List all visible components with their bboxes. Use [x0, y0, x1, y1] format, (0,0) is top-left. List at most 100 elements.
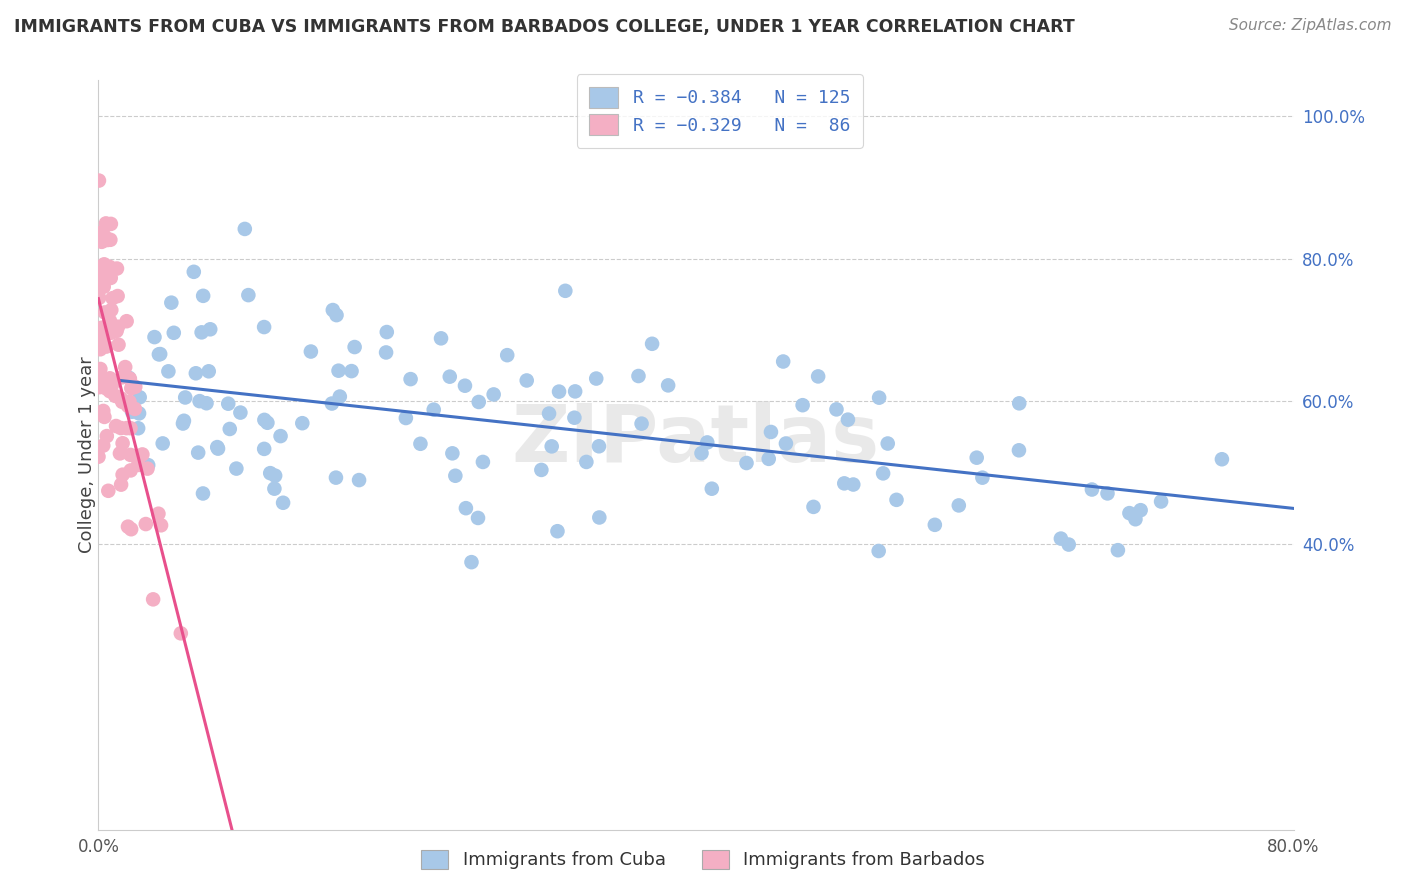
- Point: [291, 416, 314, 430]
- Point: [538, 407, 561, 421]
- Point: [98, 384, 121, 399]
- Point: [1125, 512, 1147, 526]
- Point: [120, 522, 142, 536]
- Point: [564, 384, 586, 399]
- Point: [329, 390, 352, 404]
- Point: [91, 404, 114, 418]
- Point: [546, 524, 568, 539]
- Point: [87, 450, 110, 464]
- Point: [395, 411, 418, 425]
- Point: [89, 380, 111, 394]
- Point: [107, 337, 129, 351]
- Point: [98, 233, 121, 247]
- Point: [233, 222, 256, 236]
- Point: [91, 269, 114, 284]
- Point: [1081, 483, 1104, 497]
- Point: [966, 450, 988, 465]
- Point: [118, 371, 141, 385]
- Point: [187, 445, 209, 459]
- Point: [98, 260, 121, 274]
- Point: [1057, 537, 1080, 551]
- Point: [270, 429, 292, 443]
- Point: [825, 402, 848, 417]
- Point: [868, 544, 890, 558]
- Point: [271, 496, 294, 510]
- Point: [173, 414, 195, 428]
- Point: [564, 410, 586, 425]
- Point: [163, 326, 186, 340]
- Point: [347, 473, 370, 487]
- Point: [482, 387, 505, 401]
- Point: [225, 461, 247, 475]
- Point: [97, 483, 120, 498]
- Point: [114, 360, 136, 375]
- Point: [94, 305, 117, 319]
- Point: [264, 468, 287, 483]
- Point: [117, 399, 139, 413]
- Point: [111, 467, 134, 482]
- Point: [399, 372, 422, 386]
- Point: [120, 463, 142, 477]
- Text: ZIPatlas: ZIPatlas: [512, 401, 880, 479]
- Point: [98, 371, 121, 385]
- Point: [238, 288, 260, 302]
- Point: [98, 321, 121, 335]
- Point: [700, 482, 723, 496]
- Point: [101, 291, 124, 305]
- Point: [96, 340, 118, 354]
- Point: [89, 291, 111, 305]
- Point: [96, 233, 118, 247]
- Point: [152, 436, 174, 450]
- Point: [100, 217, 122, 231]
- Point: [207, 440, 229, 454]
- Point: [321, 396, 343, 410]
- Point: [89, 324, 111, 338]
- Point: [107, 319, 129, 334]
- Point: [128, 390, 150, 404]
- Point: [807, 369, 830, 384]
- Point: [690, 446, 713, 460]
- Point: [135, 517, 157, 532]
- Point: [110, 421, 132, 435]
- Point: [468, 395, 491, 409]
- Point: [190, 326, 212, 340]
- Point: [1050, 532, 1073, 546]
- Point: [94, 216, 117, 230]
- Point: [441, 446, 464, 460]
- Point: [197, 364, 219, 378]
- Point: [588, 439, 610, 453]
- Point: [98, 317, 121, 331]
- Point: [188, 394, 211, 409]
- Point: [100, 303, 122, 318]
- Point: [454, 501, 477, 516]
- Point: [1150, 494, 1173, 508]
- Point: [325, 470, 347, 484]
- Point: [253, 442, 276, 456]
- Point: [627, 369, 650, 384]
- Point: [343, 340, 366, 354]
- Point: [191, 486, 214, 500]
- Point: [110, 392, 132, 406]
- Point: [322, 303, 344, 318]
- Point: [174, 391, 197, 405]
- Point: [170, 626, 193, 640]
- Point: [172, 417, 194, 431]
- Point: [148, 507, 170, 521]
- Point: [120, 448, 142, 462]
- Point: [496, 348, 519, 362]
- Point: [430, 331, 453, 345]
- Point: [471, 455, 494, 469]
- Point: [111, 436, 134, 450]
- Point: [89, 343, 111, 357]
- Point: [775, 436, 797, 450]
- Point: [832, 476, 855, 491]
- Point: [87, 173, 110, 187]
- Point: [759, 425, 782, 439]
- Point: [110, 477, 132, 491]
- Point: [120, 381, 142, 395]
- Point: [101, 377, 124, 392]
- Point: [948, 499, 970, 513]
- Point: [93, 409, 115, 424]
- Point: [195, 396, 218, 410]
- Point: [127, 421, 149, 435]
